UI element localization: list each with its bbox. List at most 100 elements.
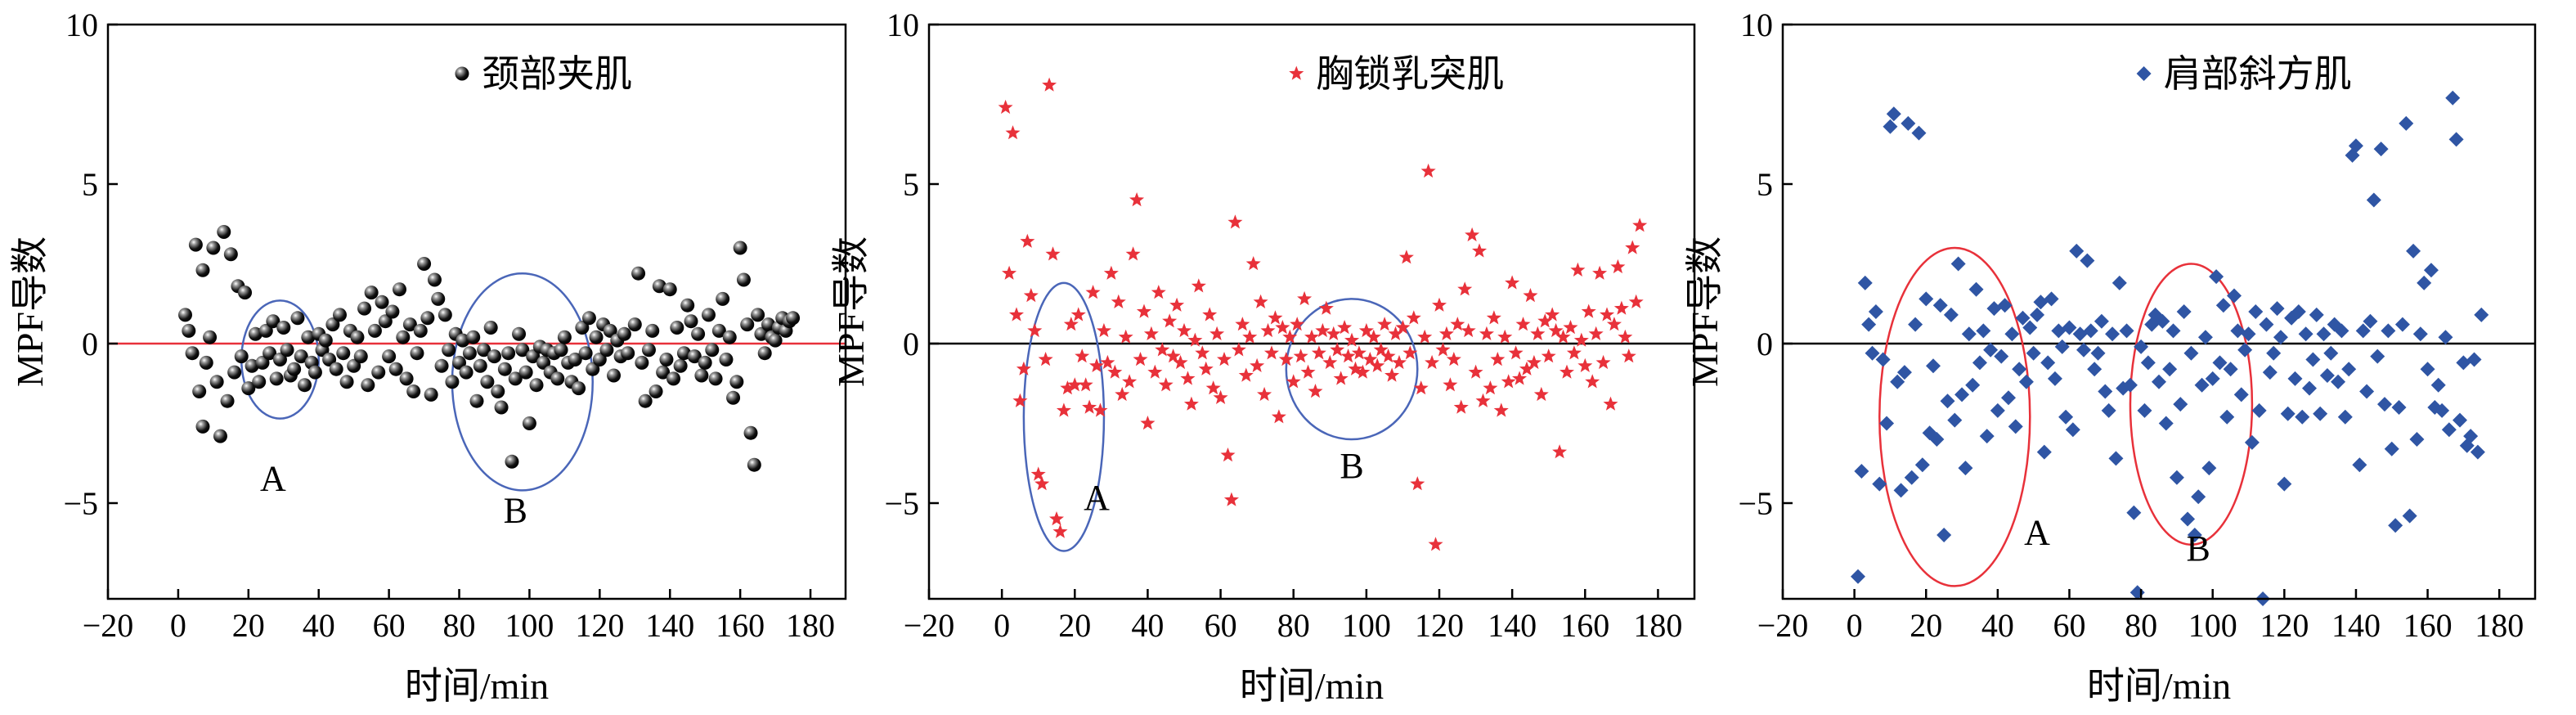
data-point	[1362, 352, 1378, 366]
data-point	[1220, 447, 1236, 462]
data-point	[1914, 457, 1930, 473]
data-point	[1588, 326, 1604, 340]
data-point	[2209, 269, 2224, 285]
chart-panel-1: A B −20 0 20 40 60 80 100 120 140 160 180 10 5 0 −5 时间/mi…	[9, 7, 847, 707]
data-point	[1380, 349, 1396, 363]
data-point	[325, 317, 340, 332]
data-point	[245, 358, 259, 373]
data-point	[719, 353, 734, 366]
data-point	[578, 346, 593, 361]
data-point	[1093, 402, 1108, 417]
data-point	[733, 241, 747, 255]
data-point	[1908, 317, 1923, 332]
data-point	[1060, 380, 1075, 395]
data-point	[1125, 246, 1141, 261]
annotation-label-B: B	[2187, 528, 2210, 569]
data-point	[662, 282, 677, 297]
data-points	[1851, 90, 2489, 606]
data-point	[2412, 326, 2428, 342]
data-point	[1217, 352, 1232, 366]
data-point	[631, 266, 646, 281]
data-point	[2406, 243, 2421, 259]
data-point	[2355, 323, 2371, 339]
data-point	[206, 241, 221, 255]
data-point	[2323, 345, 2339, 361]
data-point	[1253, 294, 1268, 308]
data-point	[1413, 380, 1429, 395]
data-point	[1315, 322, 1331, 338]
data-point	[276, 321, 291, 335]
data-point	[466, 330, 481, 344]
data-point	[2051, 323, 2067, 339]
data-point	[2470, 444, 2485, 460]
data-point	[1883, 119, 1898, 134]
data-point	[1493, 402, 1509, 417]
data-point	[2036, 444, 2052, 460]
data-point	[786, 311, 801, 326]
data-point	[1958, 461, 1973, 476]
data-point	[2165, 323, 2181, 339]
data-point	[263, 346, 277, 361]
data-point	[1340, 349, 1356, 363]
data-point	[572, 381, 586, 396]
data-points	[177, 225, 801, 472]
x-tick-label: 140	[1488, 607, 1537, 644]
data-point	[2040, 355, 2056, 371]
data-point	[2417, 275, 2432, 290]
data-point	[2197, 330, 2213, 345]
data-point	[1461, 322, 1476, 338]
data-point	[1202, 307, 1218, 322]
data-point	[2230, 323, 2246, 339]
legend-label: 肩部斜方肌	[2164, 53, 2352, 95]
data-point	[2008, 419, 2023, 434]
x-tick-label: 0	[170, 607, 186, 644]
data-point	[1177, 322, 1192, 338]
data-point	[1968, 281, 1984, 297]
annotation-ellipse-A	[1878, 246, 2031, 587]
data-point	[1526, 354, 1542, 370]
data-point	[1555, 329, 1571, 344]
chart-panel-3: A B −20 0 20 40 60 80 100 120 140 160 180 10 5 0 −5 时间/mi…	[1684, 7, 2537, 707]
data-point	[1337, 320, 1353, 335]
data-point	[1505, 275, 1520, 290]
legend-label: 胸锁乳突肌	[1316, 53, 1504, 95]
data-point	[375, 295, 389, 309]
x-tick-label: 160	[716, 607, 765, 644]
x-tick-label: 40	[1131, 607, 1164, 644]
data-point	[1169, 297, 1185, 312]
data-point	[1122, 374, 1138, 389]
data-point	[2441, 422, 2457, 438]
data-point	[367, 323, 382, 338]
data-point	[361, 378, 375, 393]
data-point	[2201, 461, 2217, 476]
data-point	[747, 457, 761, 472]
data-point	[2453, 412, 2467, 428]
data-point	[2080, 253, 2095, 268]
data-point	[2280, 406, 2296, 421]
data-point	[2373, 142, 2389, 157]
data-point	[1581, 304, 1596, 318]
x-tick-label: 40	[303, 607, 335, 644]
data-point	[1929, 432, 1945, 447]
data-point	[255, 355, 270, 370]
data-point	[1344, 332, 1360, 347]
legend: 颈部夹肌	[455, 53, 632, 95]
data-point	[1515, 317, 1531, 331]
data-point	[2237, 342, 2253, 358]
data-point	[1573, 332, 1589, 347]
data-point	[627, 317, 642, 332]
data-point	[2054, 339, 2070, 354]
legend-marker	[455, 66, 469, 81]
data-point	[2391, 400, 2407, 415]
data-point	[1271, 409, 1286, 424]
data-point	[248, 326, 263, 341]
data-point	[1158, 377, 1174, 392]
x-tick-label: 100	[505, 607, 554, 644]
data-point	[2248, 304, 2264, 319]
data-point	[2227, 288, 2242, 304]
data-point	[638, 393, 653, 408]
data-point	[2001, 390, 2016, 406]
data-point	[1979, 429, 1995, 444]
data-point	[1384, 367, 1400, 382]
